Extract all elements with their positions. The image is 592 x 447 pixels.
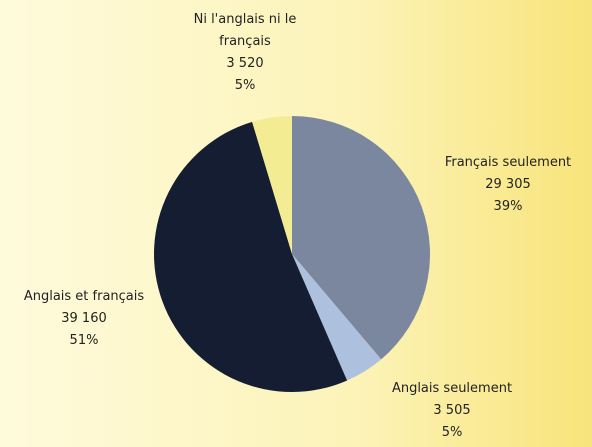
pie-slice (292, 254, 382, 381)
slice-label: Anglais seulement 3 505 5% (372, 378, 532, 444)
pie-slice (252, 116, 292, 254)
category-label: Français seulement (444, 155, 572, 170)
slice-label: Ni l'anglais ni le français 3 520 5% (180, 9, 310, 97)
pie-slice (154, 121, 348, 392)
percent-label: 5% (234, 78, 256, 93)
percent-label: 5% (441, 425, 463, 440)
category-label: Ni l'anglais ni le français (193, 12, 297, 49)
value-label: 29 305 (485, 177, 531, 192)
slice-label: Français seulement 29 305 39% (428, 152, 588, 218)
category-label: Anglais seulement (391, 381, 513, 396)
category-label: Anglais et français (23, 289, 145, 304)
pie-slice (292, 116, 430, 360)
percent-label: 39% (493, 199, 523, 214)
percent-label: 51% (69, 333, 99, 348)
value-label: 3 520 (226, 56, 264, 71)
slice-label: Anglais et français 39 160 51% (4, 286, 164, 352)
value-label: 3 505 (433, 403, 471, 418)
value-label: 39 160 (61, 311, 107, 326)
